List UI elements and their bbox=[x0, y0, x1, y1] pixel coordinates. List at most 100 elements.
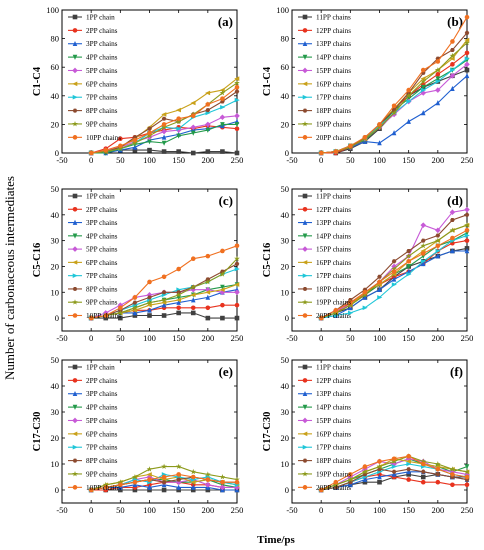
data-point bbox=[220, 248, 225, 254]
legend-item: 14PP chains bbox=[298, 404, 351, 412]
legend-item: 13PP chains bbox=[298, 219, 351, 227]
legend-marker bbox=[302, 120, 308, 127]
data-point bbox=[234, 97, 240, 103]
legend-marker bbox=[72, 417, 78, 424]
legend-item: 7PP chains bbox=[68, 272, 118, 280]
data-point bbox=[450, 48, 455, 53]
legend-marker bbox=[72, 364, 78, 370]
legend-label: 6PP chains bbox=[86, 259, 118, 267]
legend-marker bbox=[302, 390, 308, 397]
data-point bbox=[132, 479, 138, 485]
data-point bbox=[234, 302, 240, 308]
data-point bbox=[190, 124, 197, 131]
y-tick-label: 60 bbox=[281, 62, 290, 72]
legend-item: 15PP chains bbox=[298, 246, 351, 254]
legend-marker bbox=[302, 273, 308, 278]
legend-label: 8PP chains bbox=[86, 285, 118, 293]
data-point bbox=[234, 150, 240, 156]
y-tick-label: 0 bbox=[285, 148, 289, 158]
legend-label: 10PP chains bbox=[86, 484, 121, 492]
data-point bbox=[234, 122, 240, 128]
legend-label: 6PP chains bbox=[86, 80, 118, 88]
data-point bbox=[219, 89, 226, 96]
legend-marker bbox=[302, 28, 308, 33]
data-point bbox=[406, 469, 411, 475]
data-point bbox=[234, 282, 240, 287]
data-point bbox=[176, 472, 181, 477]
data-point bbox=[435, 253, 441, 259]
y-tick-label: 10 bbox=[281, 287, 290, 297]
legend-item: 11PP chains bbox=[298, 364, 351, 372]
data-point bbox=[161, 297, 167, 303]
x-tick-label: 150 bbox=[172, 333, 185, 343]
x-tick-label: 200 bbox=[201, 333, 214, 343]
series-7 bbox=[318, 233, 470, 321]
data-point bbox=[234, 84, 240, 90]
legend-marker bbox=[302, 67, 308, 74]
data-point bbox=[175, 463, 182, 470]
legend-item: 4PP chains bbox=[68, 54, 118, 62]
data-point bbox=[318, 150, 324, 156]
y-tick-label: 30 bbox=[281, 407, 290, 417]
data-point bbox=[176, 477, 181, 482]
data-point bbox=[377, 286, 382, 292]
data-point bbox=[464, 482, 470, 488]
data-point bbox=[420, 84, 426, 91]
data-point bbox=[220, 315, 225, 321]
data-point bbox=[435, 100, 441, 106]
x-tick-label: 0 bbox=[89, 155, 93, 165]
y-tick-label: 0 bbox=[285, 485, 289, 495]
legend-item: 16PP chains bbox=[298, 259, 351, 267]
legend-label: 18PP chains bbox=[316, 107, 351, 115]
data-point bbox=[219, 484, 226, 491]
data-point bbox=[147, 313, 152, 318]
x-tick-label: -50 bbox=[56, 333, 67, 343]
y-tick-label: 40 bbox=[51, 91, 60, 101]
y-tick-label: 0 bbox=[55, 485, 59, 495]
legend-item: 15PP chains bbox=[298, 67, 351, 75]
data-point bbox=[118, 487, 123, 493]
data-point bbox=[103, 313, 109, 318]
data-point bbox=[161, 116, 167, 121]
y-tick-label: 40 bbox=[281, 91, 290, 101]
data-point bbox=[205, 253, 211, 259]
legend-label: 19PP chains bbox=[316, 120, 351, 128]
series-10 bbox=[318, 228, 470, 321]
data-point bbox=[190, 474, 196, 480]
data-point bbox=[175, 297, 181, 303]
data-point bbox=[464, 39, 470, 46]
data-point bbox=[464, 212, 470, 217]
data-point bbox=[449, 209, 456, 216]
data-point bbox=[450, 235, 455, 241]
x-tick-label: 100 bbox=[373, 155, 386, 165]
data-point bbox=[391, 464, 397, 469]
data-point bbox=[391, 456, 397, 462]
legend-item: 3PP chains bbox=[68, 219, 118, 227]
legend-item: 1PP chain bbox=[68, 364, 115, 372]
data-point bbox=[190, 286, 197, 293]
legend-item: 19PP chains bbox=[298, 299, 351, 307]
y-tick-label: 20 bbox=[281, 261, 290, 271]
y-tick-label: 10 bbox=[281, 459, 290, 469]
legend-item: 7PP chains bbox=[68, 444, 118, 452]
legend-label: 16PP chains bbox=[316, 430, 351, 438]
x-tick-label: 100 bbox=[373, 505, 386, 515]
data-point bbox=[102, 481, 109, 488]
data-point bbox=[205, 127, 211, 133]
data-point bbox=[220, 96, 225, 101]
x-tick-label: 150 bbox=[172, 505, 185, 515]
data-point bbox=[391, 269, 397, 274]
data-point bbox=[234, 89, 240, 94]
x-tick-label: 250 bbox=[231, 333, 244, 343]
data-point bbox=[347, 476, 354, 483]
data-point bbox=[205, 487, 211, 493]
legend-item: 5PP chains bbox=[68, 67, 118, 75]
data-point bbox=[190, 479, 196, 485]
panel-ylabel: C5-C16 bbox=[262, 243, 273, 277]
y-tick-label: 50 bbox=[51, 355, 60, 365]
y-tick-label: 20 bbox=[51, 119, 60, 129]
x-tick-label: 50 bbox=[346, 333, 355, 343]
data-point bbox=[220, 104, 226, 110]
data-point bbox=[190, 297, 196, 303]
legend-marker bbox=[72, 299, 78, 305]
